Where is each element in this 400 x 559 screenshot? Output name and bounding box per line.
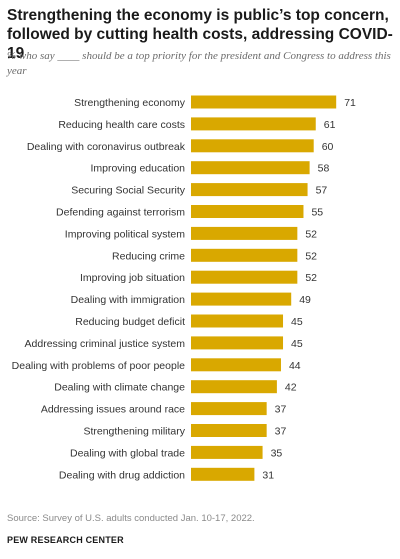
category-label-reducing-health-care-costs: Reducing health care costs (58, 119, 185, 131)
bar-addressing-criminal-justice-system (191, 336, 284, 350)
value-label-securing-social-security: 57 (316, 185, 328, 197)
bar-securing-social-security (191, 183, 308, 197)
source-note: Source: Survey of U.S. adults conducted … (7, 513, 255, 524)
value-label-dealing-with-coronavirus-outbreak: 60 (322, 141, 334, 153)
bar-strengthening-economy (191, 95, 337, 109)
category-label-addressing-criminal-justice-system: Addressing criminal justice system (25, 338, 186, 350)
chart-subtitle: % who say ____ should be a top priority … (7, 50, 391, 77)
bar-strengthening-military (191, 424, 267, 437)
value-label-addressing-issues-around-race: 37 (275, 404, 287, 416)
category-label-defending-against-terrorism: Defending against terrorism (56, 207, 185, 219)
value-label-addressing-criminal-justice-system: 45 (291, 338, 303, 350)
bar-improving-political-system (191, 226, 298, 240)
value-label-dealing-with-drug-addiction: 31 (262, 469, 274, 481)
category-label-reducing-crime: Reducing crime (112, 250, 185, 262)
value-label-defending-against-terrorism: 55 (311, 207, 323, 219)
bar-dealing-with-drug-addiction (191, 467, 255, 481)
category-label-improving-education: Improving education (90, 163, 185, 175)
value-label-dealing-with-global-trade: 35 (271, 447, 283, 459)
category-label-reducing-budget-deficit: Reducing budget deficit (75, 316, 185, 328)
chart-title: Strengthening the economy is public’s to… (7, 7, 393, 62)
bar-improving-education (191, 161, 310, 175)
category-label-improving-political-system: Improving political system (65, 228, 185, 240)
value-label-improving-job-situation: 52 (305, 272, 317, 284)
category-label-dealing-with-immigration: Dealing with immigration (71, 294, 186, 306)
category-label-securing-social-security: Securing Social Security (71, 185, 186, 197)
bar-reducing-crime (191, 248, 298, 262)
bar-chart: Strengthening economy 71 Reducing health c… (12, 95, 356, 481)
value-label-improving-political-system: 52 (305, 228, 317, 240)
category-label-dealing-with-problems-of-poor-people: Dealing with problems of poor people (12, 360, 186, 372)
bar-dealing-with-climate-change (191, 380, 277, 394)
category-label-dealing-with-drug-addiction: Dealing with drug addiction (59, 469, 185, 481)
bar-addressing-issues-around-race (191, 402, 267, 416)
pew-research-center-credit: PEW RESEARCH CENTER (7, 535, 124, 545)
category-label-dealing-with-global-trade: Dealing with global trade (70, 447, 185, 459)
bar-reducing-health-care-costs (191, 117, 316, 131)
bar-defending-against-terrorism (191, 205, 304, 218)
category-label-dealing-with-coronavirus-outbreak: Dealing with coronavirus outbreak (27, 141, 186, 153)
category-label-strengthening-economy: Strengthening economy (74, 97, 186, 109)
bar-improving-job-situation (191, 270, 298, 284)
value-label-reducing-health-care-costs: 61 (324, 119, 336, 131)
bar-dealing-with-global-trade (191, 445, 263, 459)
category-label-improving-job-situation: Improving job situation (80, 272, 185, 284)
category-label-addressing-issues-around-race: Addressing issues around race (41, 404, 185, 416)
value-label-strengthening-military: 37 (275, 426, 287, 438)
category-label-strengthening-military: Strengthening military (83, 426, 185, 438)
value-label-reducing-crime: 52 (305, 250, 317, 262)
value-label-dealing-with-climate-change: 42 (285, 382, 297, 394)
value-label-strengthening-economy: 71 (344, 97, 356, 109)
value-label-dealing-with-immigration: 49 (299, 294, 311, 306)
value-label-reducing-budget-deficit: 45 (291, 316, 303, 328)
value-label-improving-education: 58 (318, 163, 330, 175)
category-label-dealing-with-climate-change: Dealing with climate change (54, 382, 185, 394)
bar-dealing-with-coronavirus-outbreak (191, 139, 314, 153)
bar-reducing-budget-deficit (191, 314, 284, 328)
bar-dealing-with-immigration (191, 292, 292, 306)
value-label-dealing-with-problems-of-poor-people: 44 (289, 360, 301, 372)
bar-dealing-with-problems-of-poor-people (191, 358, 281, 372)
